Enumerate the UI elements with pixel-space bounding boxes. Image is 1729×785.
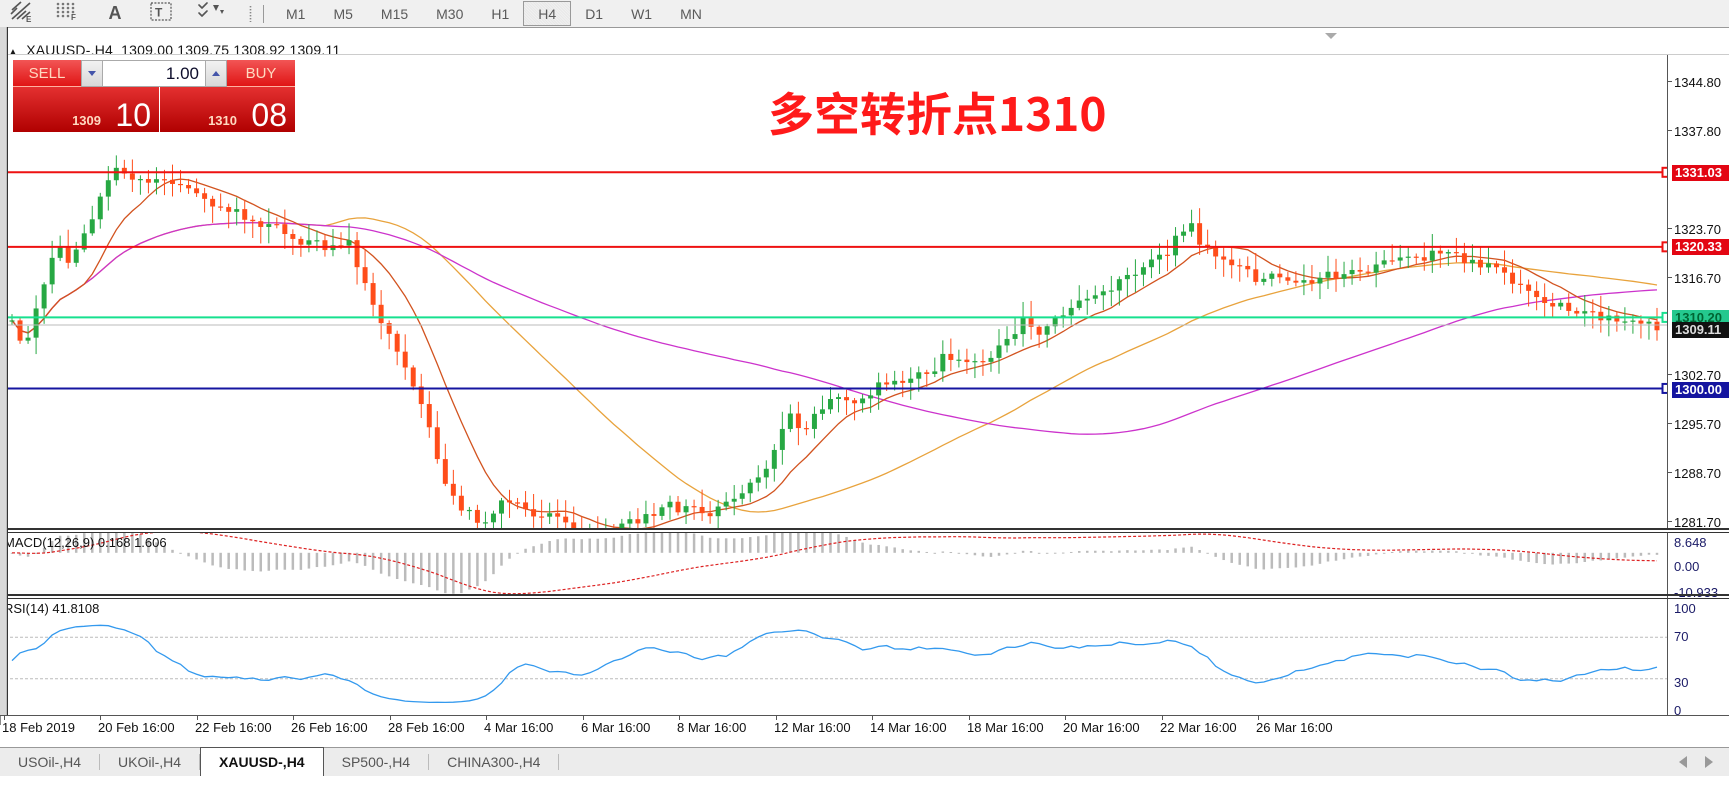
svg-text:E: E [26,15,32,23]
svg-text:T: T [155,6,163,20]
svg-text:F: F [71,13,76,22]
